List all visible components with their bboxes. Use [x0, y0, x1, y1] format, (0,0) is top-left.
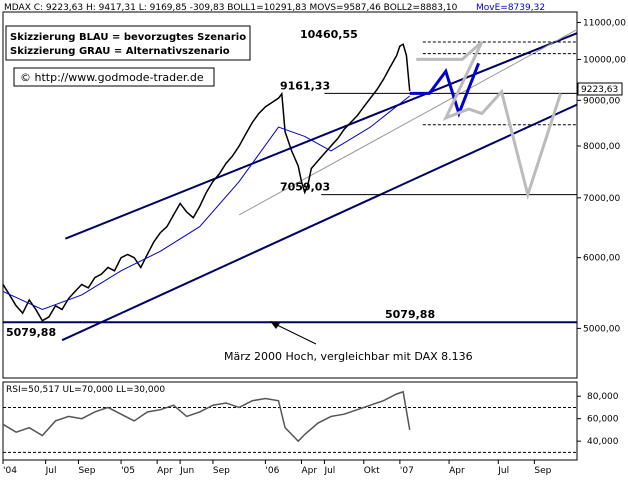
price-box — [577, 82, 623, 96]
y-tick-label: 5000,00 — [583, 324, 620, 334]
y-tick-label: 6000,00 — [583, 254, 620, 264]
level-lines: 10460,55 9161,33 7059,03 5079,88 5079,88 — [3, 28, 577, 339]
x-tick-label: '07 — [400, 466, 414, 476]
legend-line-grey: Skizzierung GRAU = Alternativszenario — [10, 46, 230, 57]
rsi-panel — [2, 381, 578, 461]
level-label: 10460,55 — [300, 28, 358, 41]
x-tick-label: Apr — [449, 466, 465, 476]
series-layer — [2, 43, 411, 322]
left-level-label: 5079,88 — [6, 326, 56, 339]
inner-channel-line — [238, 29, 578, 216]
annotation-arrow-line — [274, 323, 317, 345]
copyright-box — [13, 67, 215, 87]
rsi-tick-label: 80,000 — [587, 392, 619, 402]
x-tick-label: Jul — [45, 466, 57, 476]
level-label: 5079,88 — [385, 308, 435, 321]
annotation-arrow-head — [270, 321, 280, 329]
x-tick-label: Okt — [364, 466, 380, 476]
y-tick-label: 10000,00 — [583, 55, 626, 65]
x-tick-label: Apr — [157, 466, 173, 476]
price-line — [2, 43, 411, 322]
x-tick-label: Sep — [213, 466, 230, 476]
y-tick-label: 9000,00 — [583, 96, 620, 106]
annotation-text: März 2000 Hoch, vergleichbar mit DAX 8.1… — [224, 350, 473, 363]
rsi-tick-label: 40,000 — [587, 437, 619, 447]
chart-header: MDAX C: 9223,63 H: 9417,31 L: 9169,85 -3… — [4, 3, 458, 13]
moving-average-line — [2, 95, 411, 311]
x-tick-label: '05 — [121, 466, 135, 476]
level-label: 7059,03 — [280, 181, 330, 194]
grey-scenario-path — [416, 40, 563, 200]
x-tick-label: '06 — [265, 466, 279, 476]
y-axis: 11000,00 10000,00 9000,00 8000,00 7000,00 600… — [577, 18, 626, 334]
y-tick-label: 7000,00 — [583, 194, 620, 204]
legend-line-blue: Skizzierung BLAU = bevorzugtes Szenario — [10, 32, 246, 43]
rsi-tick-label: 60,000 — [587, 415, 619, 425]
x-tick-label: Jul — [497, 466, 509, 476]
mov-label: MovE=8739,32 — [476, 3, 545, 13]
rsi-header: RSI=50,517 UL=70,000 LL=30,000 — [6, 385, 165, 395]
rsi-layer: RSI=50,517 UL=70,000 LL=30,000 80,000 60,0… — [2, 385, 619, 453]
y-tick-label: 8000,00 — [583, 142, 620, 152]
price-box-label: 9223,63 — [581, 85, 618, 95]
trend-channels — [61, 29, 578, 342]
rsi-line — [2, 390, 411, 443]
x-tick-label: Apr — [301, 466, 317, 476]
x-tick-label: '04 — [3, 466, 17, 476]
x-axis: '04 Jul Sep '05 Apr Jun Sep '06 Apr Jul Okt '07 Apr J… — [2, 460, 552, 476]
y-tick-label: 11000,00 — [583, 18, 626, 28]
legend-box — [5, 25, 251, 61]
x-tick-label: Sep — [78, 466, 95, 476]
x-tick-label: Sep — [534, 466, 551, 476]
copyright-text: © http://www.godmode-trader.de — [20, 71, 204, 84]
x-tick-label: Jun — [179, 466, 194, 476]
upper-channel-line — [64, 32, 578, 240]
level-label: 9161,33 — [280, 79, 330, 92]
lower-channel-line — [61, 103, 578, 342]
scenario-sketches — [409, 40, 563, 200]
blue-scenario-path — [409, 62, 480, 118]
x-tick-label: Jul — [323, 466, 335, 476]
